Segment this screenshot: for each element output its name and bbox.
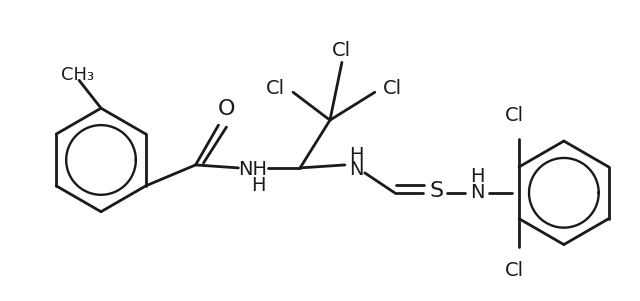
- Text: O: O: [218, 99, 235, 119]
- Text: S: S: [429, 181, 444, 201]
- Text: Cl: Cl: [383, 79, 402, 98]
- Text: NH: NH: [238, 160, 267, 179]
- Text: Cl: Cl: [504, 106, 524, 125]
- Text: Cl: Cl: [266, 79, 285, 98]
- Text: H: H: [349, 147, 364, 166]
- Text: N: N: [470, 183, 484, 202]
- Text: Cl: Cl: [504, 261, 524, 280]
- Text: Cl: Cl: [332, 41, 351, 60]
- Text: N: N: [349, 160, 364, 179]
- Text: CH₃: CH₃: [61, 67, 93, 84]
- Text: H: H: [251, 176, 266, 195]
- Text: H: H: [470, 167, 484, 186]
